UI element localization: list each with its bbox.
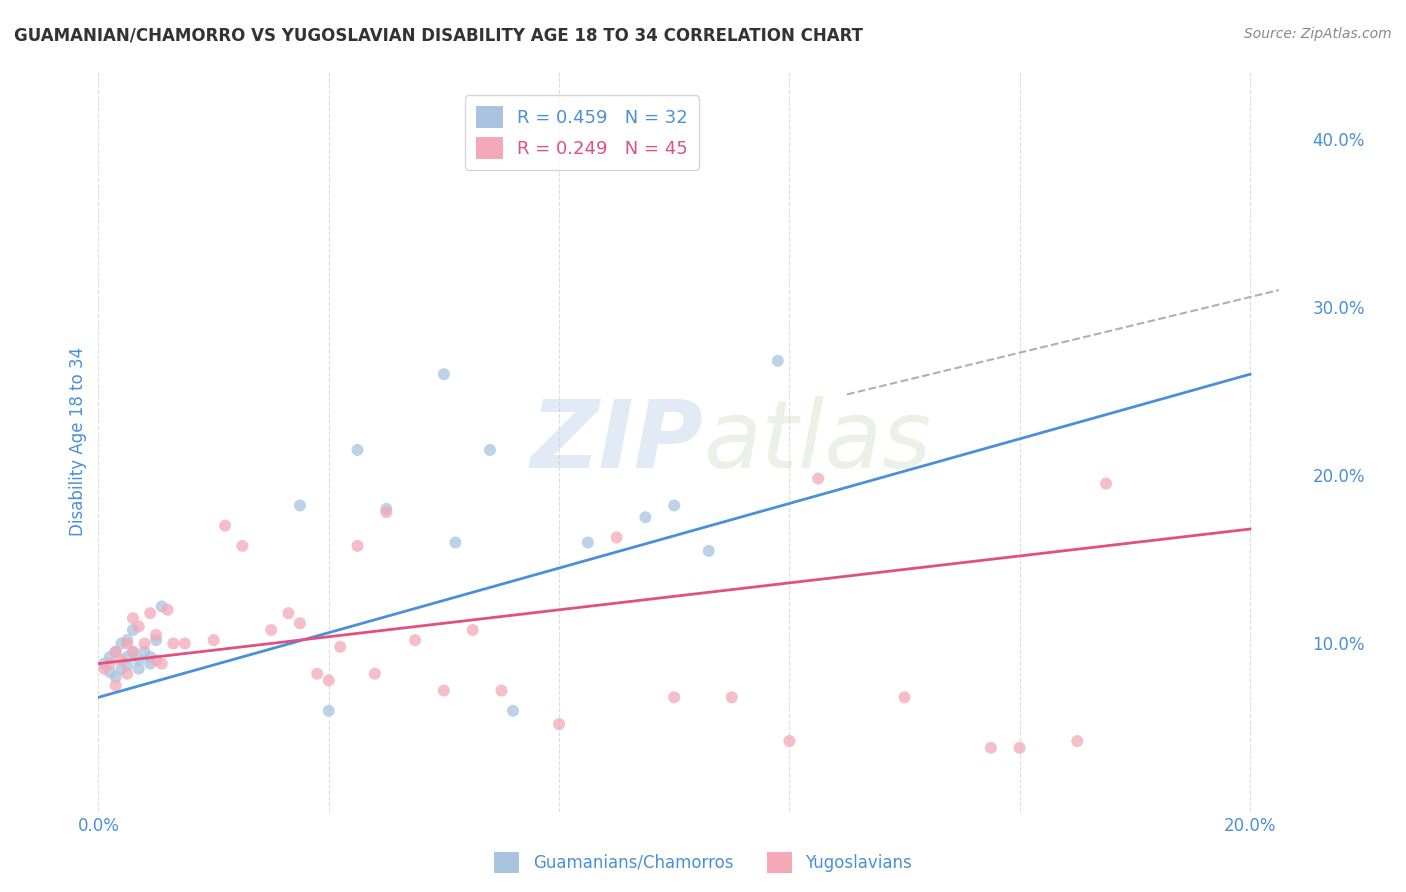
Point bbox=[150, 599, 173, 614]
Point bbox=[134, 636, 156, 650]
Point bbox=[318, 704, 340, 718]
Point bbox=[115, 636, 138, 650]
Point bbox=[139, 649, 162, 664]
Point bbox=[288, 616, 311, 631]
Point bbox=[93, 657, 115, 671]
Point bbox=[98, 657, 121, 671]
Point bbox=[104, 670, 127, 684]
Point bbox=[231, 539, 253, 553]
Point bbox=[576, 535, 599, 549]
Point bbox=[110, 653, 132, 667]
Point bbox=[110, 636, 132, 650]
Point bbox=[173, 636, 195, 650]
Point bbox=[162, 636, 184, 650]
Point bbox=[122, 611, 145, 625]
Point bbox=[329, 640, 352, 654]
Point bbox=[98, 665, 121, 679]
Point bbox=[893, 690, 915, 705]
Point bbox=[1095, 476, 1118, 491]
Point bbox=[404, 633, 426, 648]
Point bbox=[134, 645, 156, 659]
Point bbox=[766, 353, 789, 368]
Point bbox=[980, 740, 1002, 755]
Point bbox=[122, 645, 145, 659]
Point bbox=[122, 623, 145, 637]
Point bbox=[128, 653, 150, 667]
Point bbox=[128, 619, 150, 633]
Point bbox=[110, 662, 132, 676]
Point bbox=[375, 505, 398, 519]
Point bbox=[202, 633, 225, 648]
Text: GUAMANIAN/CHAMORRO VS YUGOSLAVIAN DISABILITY AGE 18 TO 34 CORRELATION CHART: GUAMANIAN/CHAMORRO VS YUGOSLAVIAN DISABI… bbox=[14, 27, 863, 45]
Point bbox=[444, 535, 467, 549]
Y-axis label: Disability Age 18 to 34: Disability Age 18 to 34 bbox=[69, 347, 87, 536]
Point bbox=[433, 368, 456, 382]
Point bbox=[1066, 734, 1088, 748]
Point bbox=[260, 623, 283, 637]
Point bbox=[778, 734, 800, 748]
Point bbox=[346, 539, 368, 553]
Point bbox=[150, 657, 173, 671]
Legend: Guamanians/Chamorros, Yugoslavians: Guamanians/Chamorros, Yugoslavians bbox=[488, 846, 918, 880]
Point bbox=[1008, 740, 1031, 755]
Point bbox=[139, 606, 162, 620]
Point bbox=[104, 645, 127, 659]
Point bbox=[634, 510, 657, 524]
Point bbox=[115, 649, 138, 664]
Point bbox=[478, 442, 501, 457]
Text: atlas: atlas bbox=[703, 396, 931, 487]
Point bbox=[139, 657, 162, 671]
Text: Source: ZipAtlas.com: Source: ZipAtlas.com bbox=[1244, 27, 1392, 41]
Point bbox=[156, 603, 179, 617]
Point bbox=[318, 673, 340, 688]
Point bbox=[115, 633, 138, 648]
Point bbox=[664, 499, 686, 513]
Point bbox=[98, 649, 121, 664]
Point bbox=[375, 501, 398, 516]
Point bbox=[145, 628, 167, 642]
Point bbox=[807, 471, 830, 485]
Point bbox=[502, 704, 524, 718]
Point bbox=[606, 531, 628, 545]
Point bbox=[93, 662, 115, 676]
Point bbox=[461, 623, 484, 637]
Legend: R = 0.459   N = 32, R = 0.249   N = 45: R = 0.459 N = 32, R = 0.249 N = 45 bbox=[465, 95, 699, 170]
Point bbox=[115, 658, 138, 673]
Point bbox=[115, 666, 138, 681]
Point bbox=[128, 662, 150, 676]
Point bbox=[307, 666, 329, 681]
Point bbox=[145, 653, 167, 667]
Point bbox=[214, 518, 236, 533]
Point bbox=[664, 690, 686, 705]
Point bbox=[491, 683, 513, 698]
Point bbox=[122, 645, 145, 659]
Point bbox=[104, 645, 127, 659]
Point bbox=[104, 679, 127, 693]
Point bbox=[288, 499, 311, 513]
Point bbox=[697, 544, 720, 558]
Point bbox=[145, 633, 167, 648]
Point bbox=[548, 717, 571, 731]
Text: ZIP: ZIP bbox=[530, 395, 703, 488]
Point bbox=[346, 442, 368, 457]
Point bbox=[720, 690, 742, 705]
Point bbox=[364, 666, 387, 681]
Point bbox=[277, 606, 299, 620]
Point bbox=[433, 683, 456, 698]
